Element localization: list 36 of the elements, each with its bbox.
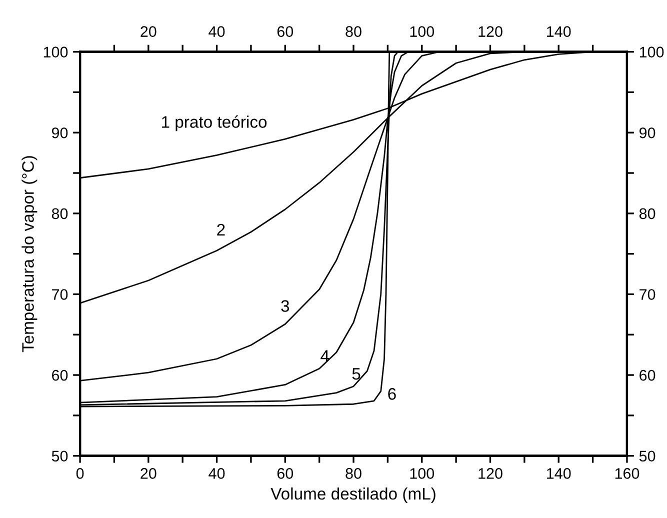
x-tick-label: 20 xyxy=(140,468,156,479)
y-tick-label: 60 xyxy=(52,370,68,381)
series-label: 2 xyxy=(217,224,225,236)
y-tick-label: 90 xyxy=(52,127,68,138)
y2-tick-label: 100 xyxy=(640,46,664,58)
x-tick-label: 160 xyxy=(615,468,640,479)
x-tick-label: 140 xyxy=(547,468,571,479)
x2-tick-label: 60 xyxy=(277,26,294,37)
y-tick-label: 100 xyxy=(44,46,68,58)
series-label: 1 prato teórico xyxy=(162,115,267,132)
y2-tick-label: 60 xyxy=(640,370,656,381)
x2-tick-label: 120 xyxy=(478,26,502,37)
x-tick-label: 40 xyxy=(208,468,225,479)
x-tick-label: 100 xyxy=(410,468,434,479)
x2-tick-label: 100 xyxy=(410,26,434,37)
y2-tick-label: 80 xyxy=(639,208,656,220)
x-tick-label: 120 xyxy=(478,468,502,479)
y-axis-title: Temperatura do vapor (°C) xyxy=(22,156,38,352)
x2-tick-label: 80 xyxy=(346,26,362,37)
series-label: 3 xyxy=(281,300,290,312)
y-tick-label: 50 xyxy=(52,450,68,462)
y2-tick-label: 50 xyxy=(639,450,656,462)
x2-tick-label: 40 xyxy=(208,26,225,37)
x-tick-label: 60 xyxy=(277,468,294,479)
series-label: 5 xyxy=(352,368,360,380)
x2-tick-label: 20 xyxy=(140,26,156,37)
x2-tick-label: 140 xyxy=(547,26,571,37)
x-tick-label: 80 xyxy=(346,468,362,479)
y-tick-label: 80 xyxy=(52,208,68,220)
series-label: 4 xyxy=(320,350,330,362)
y2-tick-label: 70 xyxy=(640,289,656,300)
x-axis-title: Volume destilado (mL) xyxy=(270,487,436,503)
series-label: 6 xyxy=(388,388,396,400)
x-tick-label: 0 xyxy=(76,468,84,479)
y-tick-label: 70 xyxy=(52,289,68,300)
y2-tick-label: 90 xyxy=(640,127,656,138)
